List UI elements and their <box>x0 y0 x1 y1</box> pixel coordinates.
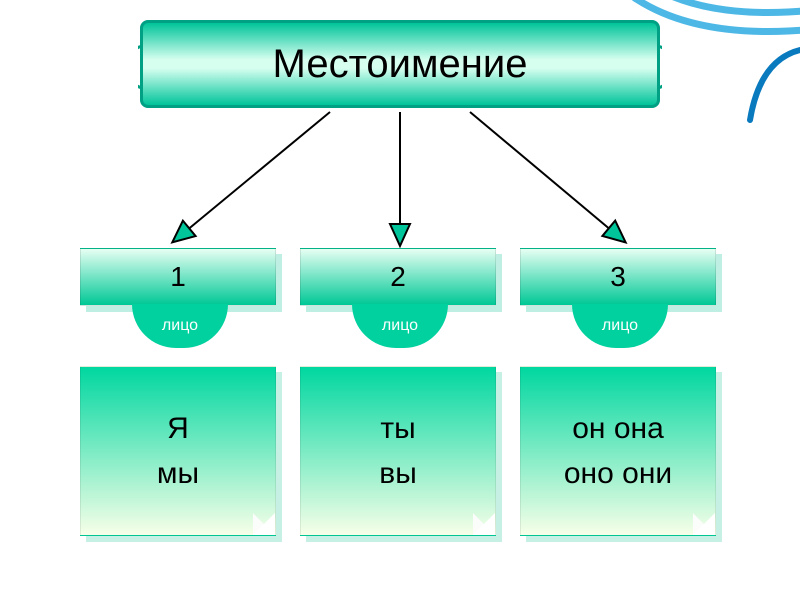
number-card-2: 2 <box>300 248 496 306</box>
arrow-to-col-1 <box>180 112 330 236</box>
number-label: 3 <box>610 261 626 293</box>
pronoun-card-2: ты вы <box>300 366 496 536</box>
page-fold <box>473 513 495 535</box>
pronoun-line: он она <box>572 406 664 451</box>
column-1: 1 лицо Я мы <box>80 248 280 536</box>
pronoun-line: ты <box>380 406 415 451</box>
pronoun-line: Я <box>167 406 189 451</box>
number-label: 1 <box>170 261 186 293</box>
person-connector-1: лицо <box>132 304 228 348</box>
number-label: 2 <box>390 261 406 293</box>
number-card-3: 3 <box>520 248 716 306</box>
connector-label: лицо <box>382 317 418 335</box>
swoosh-accent <box>750 50 800 120</box>
pronoun-line: вы <box>379 451 417 496</box>
page-fold <box>253 513 275 535</box>
connector-label: лицо <box>162 317 198 335</box>
person-connector-3: лицо <box>572 304 668 348</box>
number-card-1: 1 <box>80 248 276 306</box>
connector-label: лицо <box>602 317 638 335</box>
page-fold <box>693 513 715 535</box>
title-bar: Местоимение <box>140 20 660 108</box>
column-3: 3 лицо он она оно они <box>520 248 720 536</box>
title-text: Местоимение <box>273 42 528 87</box>
title-banner: Местоимение <box>140 20 660 108</box>
person-connector-2: лицо <box>352 304 448 348</box>
pronoun-card-3: он она оно они <box>520 366 716 536</box>
pronoun-card-1: Я мы <box>80 366 276 536</box>
pronoun-line: оно они <box>564 451 672 496</box>
pronoun-line: мы <box>157 451 199 496</box>
column-2: 2 лицо ты вы <box>300 248 500 536</box>
diagram-root: Местоимение 1 лицо Я мы <box>0 0 800 600</box>
arrow-to-col-3 <box>470 112 618 236</box>
